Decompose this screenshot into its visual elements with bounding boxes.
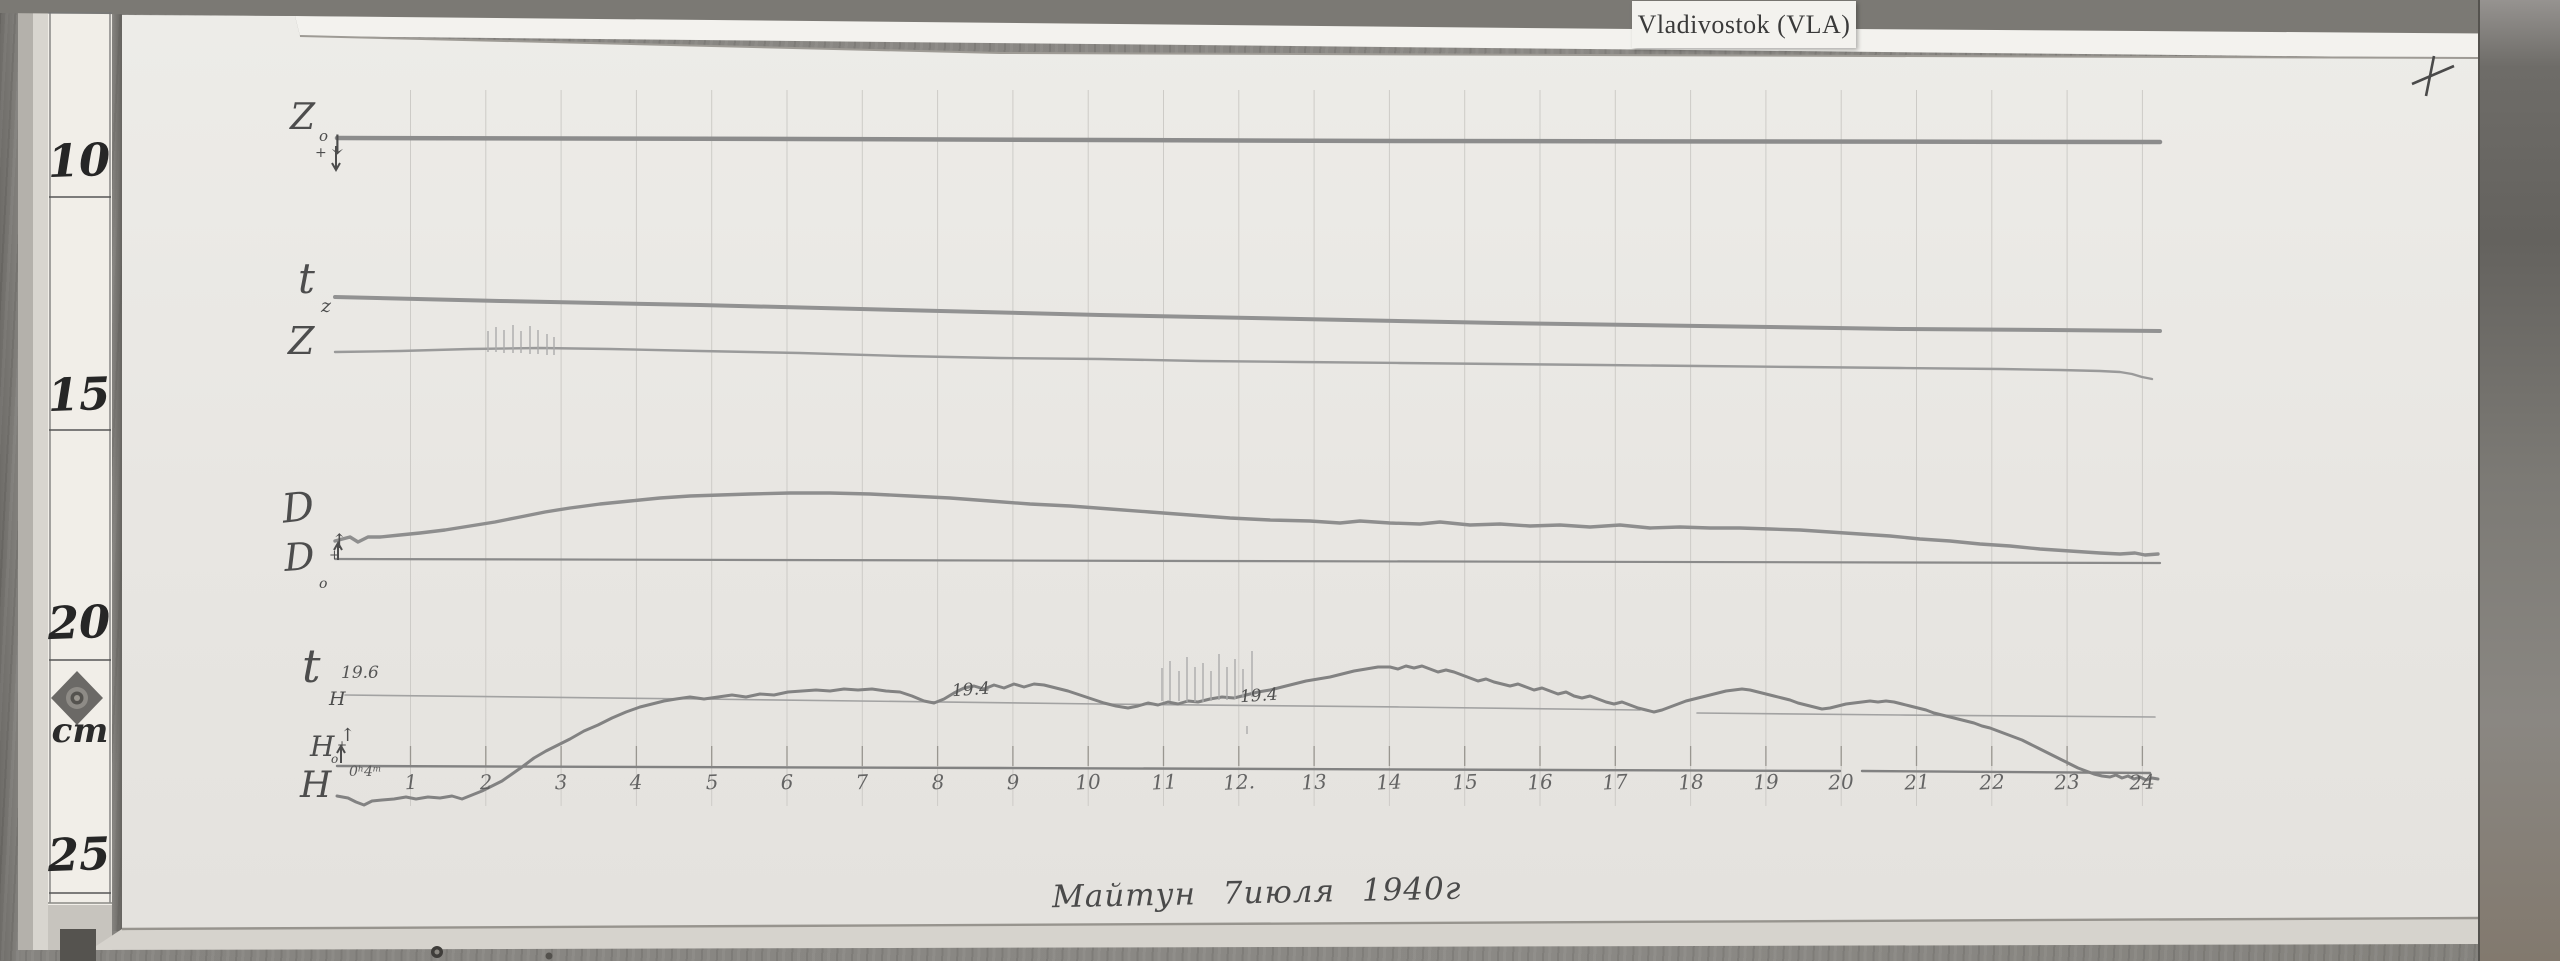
station-label-text: Vladivostok (VLA) [1637, 9, 1851, 39]
hour-label: 7 [855, 769, 870, 795]
hour-ticks [409, 746, 2144, 766]
caption-date: Майтун 7июля 1940г [1051, 870, 1462, 916]
hour-label: 16 [1526, 769, 1554, 795]
bottom-paper-strip [90, 918, 2478, 950]
hour-label: 10 [1074, 769, 1102, 795]
trace-D-baseline [333, 557, 2162, 565]
sheet-bottom-edge [121, 916, 2479, 931]
z-baseline-label-sub: o [319, 127, 329, 145]
ruler-number: 15 [46, 366, 112, 423]
trace-Z-baseline [334, 135, 2163, 145]
screw-icon [431, 946, 443, 958]
small-screw-icon [545, 952, 553, 960]
hour-label: 6 [780, 769, 794, 795]
tz-temperature-label: t [298, 254, 315, 303]
hour-label: 17 [1601, 769, 1629, 795]
grommet-inner [70, 691, 84, 705]
trace-Z-variation [333, 346, 2154, 381]
ruler-tick-lines [49, 196, 111, 894]
up-arrow-icon: ↑ [340, 725, 356, 746]
hour-label: 14 [1376, 769, 1403, 795]
hour-label: 15 [1451, 769, 1479, 795]
ruler-foot [48, 905, 112, 950]
hour-label: 2 [478, 769, 493, 795]
hour-label: 19 [1752, 769, 1780, 795]
trace-D-variation [333, 491, 2160, 557]
z-baseline-label: Z [290, 97, 316, 138]
grommet-ring [66, 687, 88, 709]
z-trace-label: Z [288, 319, 315, 363]
up-arrow-icon: ↑ [331, 529, 348, 553]
plus-mark [2411, 64, 2455, 86]
temperature-value-start: 19.6 [341, 663, 379, 683]
th-temperature-label-sub: H [329, 688, 346, 710]
ruler-bevel [18, 8, 33, 950]
arrow-head [331, 162, 341, 173]
top-paper-strip [295, 16, 2478, 58]
station-label: Vladivostok (VLA) [1632, 1, 1856, 48]
corner-shadow [60, 929, 96, 961]
hour-label: 9 [1005, 769, 1020, 795]
hour-label: 4 [629, 769, 644, 795]
hour-label: 5 [704, 769, 719, 795]
h-baseline-label-sub: o [331, 752, 339, 766]
trace-t-H-temperature-2 [1696, 712, 2156, 718]
down-arrow-icon: ↓ [326, 130, 349, 161]
start-time-annotation: 0ʰ4ᵐ [349, 764, 382, 780]
hour-label: 22 [1978, 769, 2006, 795]
tz-temperature-label-sub: z [321, 295, 332, 317]
h-trace-label: H [300, 765, 332, 806]
h-baseline-plus: + [337, 738, 348, 752]
right-wood-strip [2478, 0, 2560, 961]
hour-label: 13 [1300, 769, 1328, 795]
th-temperature-label: t [302, 639, 321, 693]
temperature-value-mid: 19.4 [1239, 684, 1279, 708]
hour-label: 1 [403, 769, 418, 795]
z-baseline-plus: + [315, 145, 327, 161]
d-baseline-label: D [282, 533, 316, 581]
d-baseline-plus: + [329, 548, 340, 563]
temperature-value-mid: 19.4 [951, 678, 991, 702]
hour-label: 12. [1222, 769, 1256, 795]
hour-label: 20 [1827, 769, 1855, 795]
hour-label: 21 [1903, 769, 1930, 795]
hour-label: 8 [930, 769, 945, 795]
grommet-highlight [74, 695, 80, 701]
ruler-unit-label: cm [51, 711, 109, 751]
ruler-shadow [112, 6, 122, 931]
main-sheet [122, 15, 2478, 929]
d-trace-label: D [279, 483, 317, 533]
hour-label: 18 [1677, 769, 1704, 795]
plus-mark [2424, 55, 2436, 97]
hour-label: 11 [1150, 769, 1177, 795]
hour-label: 24 [2129, 769, 2156, 795]
pen-marks [331, 55, 2455, 763]
ruler-number: 20 [46, 594, 112, 651]
ruler-edge-strip [33, 8, 48, 950]
trace-t-Z-temperature [333, 295, 2162, 333]
top-wood-band [0, 0, 2560, 34]
hour-label: 3 [554, 769, 569, 795]
d-baseline-label-sub: o [319, 576, 328, 592]
h-baseline-label: H [310, 730, 335, 763]
ruler-number: 25 [46, 826, 112, 883]
hour-label: 23 [2053, 769, 2081, 795]
trace-t-H-temperature [344, 694, 1641, 711]
screw-center [434, 949, 440, 955]
sheet-top-edge [299, 35, 2479, 59]
ruler-number: 10 [46, 132, 112, 189]
